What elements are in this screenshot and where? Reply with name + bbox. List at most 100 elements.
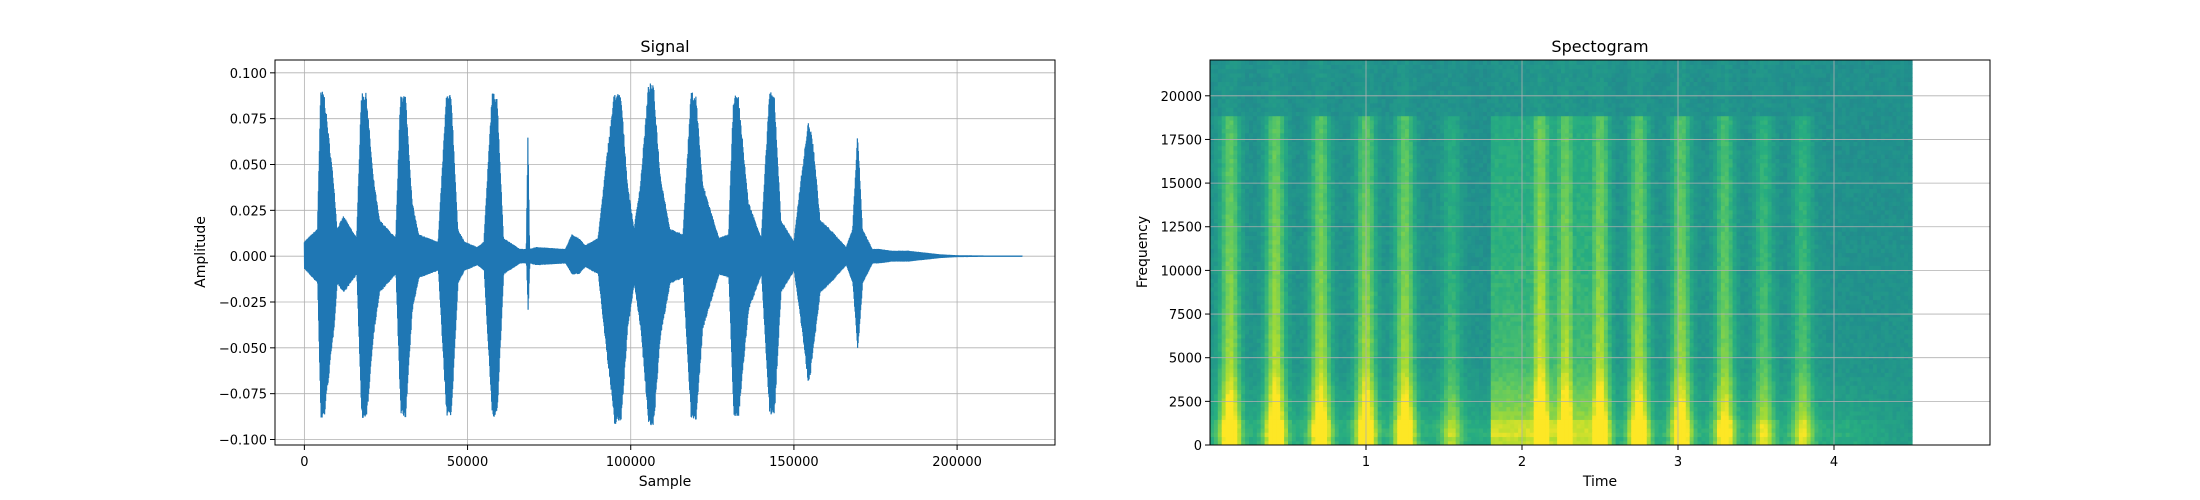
- heatmap-cell: [1405, 98, 1410, 104]
- heatmap-cell: [1330, 269, 1336, 275]
- heatmap-cell: [1393, 85, 1398, 91]
- heatmap-cell: [1213, 325, 1219, 331]
- heatmap-cell: [1241, 316, 1246, 322]
- heatmap-cell: [1284, 158, 1289, 164]
- heatmap-cell: [1291, 64, 1297, 70]
- heatmap-cell: [1408, 333, 1414, 339]
- heatmap-cell: [1412, 239, 1418, 245]
- heatmap-cell: [1401, 239, 1406, 245]
- heatmap-cell: [1393, 166, 1398, 172]
- heatmap-cell: [1385, 252, 1390, 258]
- heatmap-cell: [1354, 214, 1359, 219]
- heatmap-cell: [1350, 231, 1355, 236]
- heatmap-cell: [1327, 179, 1332, 185]
- heatmap-cell: [1362, 205, 1367, 211]
- heatmap-cell: [1362, 350, 1367, 356]
- heatmap-cell: [1350, 154, 1355, 159]
- heatmap-cell: [1249, 329, 1254, 335]
- heatmap-cell: [1237, 231, 1242, 236]
- heatmap-cell: [1245, 77, 1250, 82]
- heatmap-cell: [1252, 397, 1258, 403]
- heatmap-cell: [1280, 77, 1285, 82]
- heatmap-cell: [1295, 410, 1301, 416]
- heatmap-cell: [1362, 440, 1367, 445]
- heatmap-cell: [1416, 192, 1422, 198]
- heatmap-cell: [1420, 166, 1426, 172]
- heatmap-cell: [1412, 338, 1418, 343]
- heatmap-cell: [1401, 278, 1406, 284]
- heatmap-cell: [1346, 359, 1351, 365]
- heatmap-cell: [1245, 333, 1250, 339]
- heatmap-cell: [1420, 184, 1426, 189]
- heatmap-cell: [1393, 350, 1398, 356]
- heatmap-cell: [1366, 440, 1371, 445]
- heatmap-cell: [1272, 85, 1277, 91]
- heatmap-cell: [1291, 350, 1297, 356]
- heatmap-cell: [1377, 286, 1383, 292]
- y-tick-label: 0.050: [230, 159, 267, 174]
- heatmap-cell: [1288, 218, 1293, 224]
- heatmap-cell: [1369, 154, 1375, 159]
- heatmap-cell: [1311, 410, 1316, 416]
- heatmap-cell: [1377, 282, 1383, 288]
- heatmap-cell: [1307, 329, 1312, 335]
- heatmap-cell: [1334, 111, 1340, 117]
- heatmap-cell: [1237, 291, 1242, 296]
- heatmap-cell: [1303, 406, 1309, 412]
- heatmap-cell: [1358, 406, 1363, 412]
- heatmap-cell: [1280, 385, 1285, 390]
- heatmap-cell: [1377, 196, 1383, 202]
- heatmap-cell: [1338, 299, 1344, 305]
- heatmap-cell: [1369, 252, 1375, 258]
- heatmap-cell: [1272, 252, 1277, 258]
- heatmap-cell: [1401, 295, 1406, 301]
- heatmap-cell: [1307, 205, 1312, 211]
- heatmap-cell: [1237, 154, 1242, 159]
- heatmap-cell: [1393, 141, 1398, 147]
- heatmap-cell: [1358, 81, 1363, 87]
- heatmap-cell: [1280, 440, 1285, 445]
- heatmap-cell: [1366, 243, 1371, 249]
- heatmap-cell: [1369, 94, 1375, 100]
- heatmap-cell: [1225, 410, 1231, 416]
- heatmap-cell: [1342, 141, 1348, 147]
- heatmap-cell: [1245, 243, 1250, 249]
- heatmap-cell: [1225, 81, 1231, 87]
- heatmap-cell: [1405, 397, 1410, 403]
- heatmap-cell: [1291, 312, 1297, 318]
- heatmap-cell: [1311, 107, 1316, 112]
- heatmap-cell: [1307, 338, 1312, 343]
- heatmap-cell: [1346, 222, 1351, 228]
- heatmap-cell: [1217, 196, 1223, 202]
- heatmap-cell: [1369, 124, 1375, 130]
- heatmap-cell: [1210, 342, 1215, 348]
- heatmap-cell: [1408, 158, 1414, 164]
- heatmap-cell: [1276, 406, 1281, 412]
- heatmap-cell: [1249, 64, 1254, 70]
- heatmap-cell: [1315, 320, 1320, 326]
- heatmap-cell: [1369, 77, 1375, 82]
- heatmap-cell: [1276, 303, 1281, 309]
- heatmap-cell: [1225, 102, 1231, 108]
- heatmap-cell: [1268, 162, 1273, 168]
- heatmap-cell: [1245, 111, 1250, 117]
- heatmap-cell: [1373, 432, 1379, 438]
- heatmap-cell: [1354, 115, 1359, 121]
- heatmap-cell: [1217, 402, 1223, 408]
- heatmap-cell: [1229, 359, 1234, 365]
- heatmap-cell: [1350, 72, 1355, 78]
- heatmap-cell: [1291, 188, 1297, 194]
- heatmap-cell: [1256, 278, 1262, 284]
- heatmap-cell: [1210, 102, 1215, 108]
- heatmap-cell: [1405, 248, 1410, 254]
- heatmap-cell: [1217, 312, 1223, 318]
- heatmap-cell: [1373, 184, 1379, 189]
- heatmap-cell: [1260, 188, 1266, 194]
- heatmap-cell: [1330, 256, 1336, 262]
- heatmap-cell: [1393, 162, 1398, 168]
- heatmap-cell: [1233, 273, 1238, 279]
- heatmap-cell: [1358, 188, 1363, 194]
- heatmap-cell: [1420, 214, 1426, 219]
- heatmap-cell: [1412, 320, 1418, 326]
